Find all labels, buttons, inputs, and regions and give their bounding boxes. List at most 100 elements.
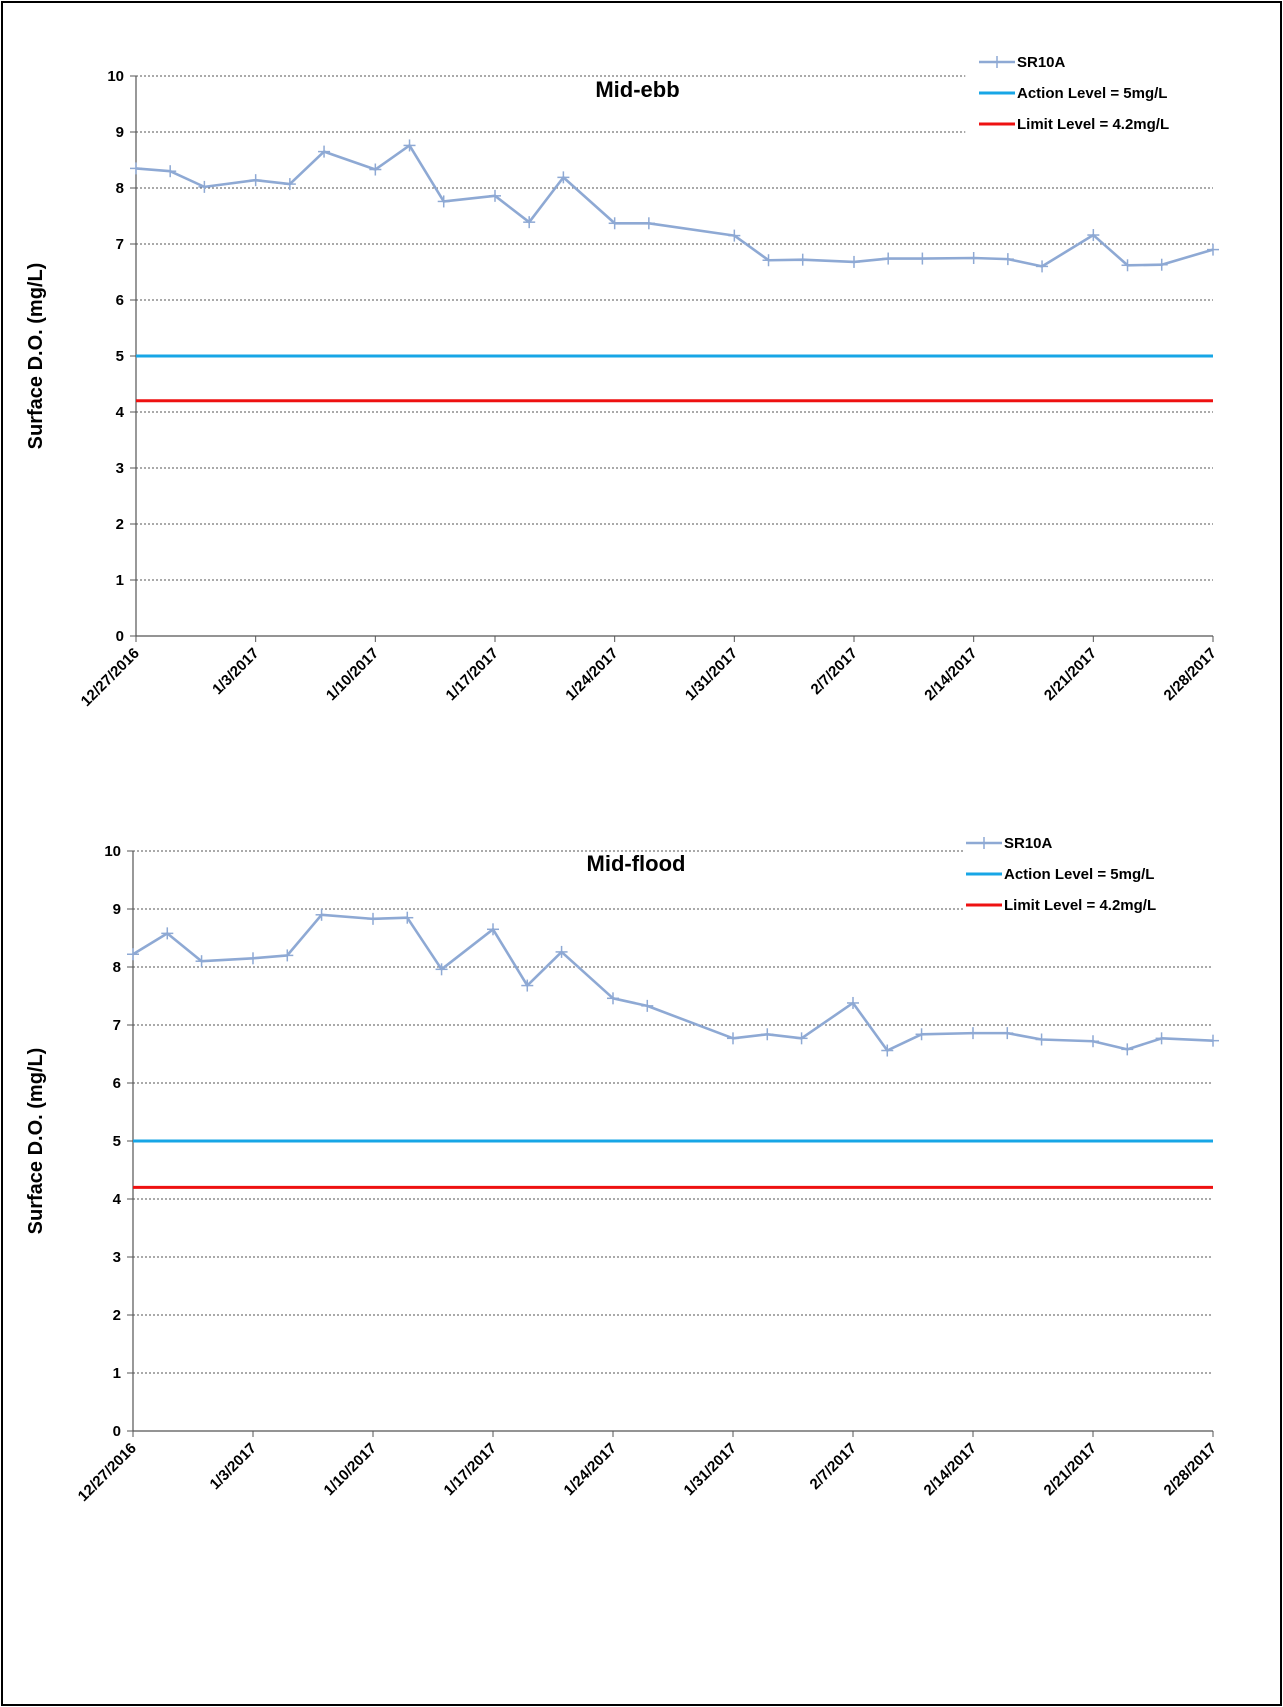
y-tick-label: 5 [113,1133,121,1150]
data-point [1207,243,1219,256]
y-tick-label: 4 [116,404,125,421]
data-point [1036,260,1049,273]
legend-label: SR10A [1004,835,1053,852]
data-point [967,252,980,264]
data-point [367,912,379,925]
y-tick-label: 9 [116,124,124,141]
y-tick-label: 0 [116,628,124,645]
x-tick-label: 1/3/2017 [207,1440,260,1493]
legend: SR10A Action Level = 5mg/L Limit Level = 4… [966,835,1156,914]
data-point [198,180,211,193]
data-point [728,229,741,242]
x-tick-label: 1/10/2017 [321,1440,380,1499]
data-point [1121,259,1134,272]
data-point [1087,1035,1099,1048]
x-tick-label: 2/21/2017 [1041,1440,1100,1499]
data-point [318,145,331,158]
data-point [161,927,174,940]
y-tick-label: 2 [116,516,124,533]
data-point [967,1027,979,1040]
y-tick-label: 1 [113,1365,121,1382]
data-point [435,963,448,976]
data-point [882,252,895,265]
data-point [195,955,208,968]
data-point [127,948,139,961]
data-point [727,1032,739,1045]
y-tick-label: 8 [116,180,124,197]
data-point [795,1032,808,1045]
x-tick-label: 2/14/2017 [921,1440,980,1499]
y-tick-label: 0 [113,1423,121,1440]
data-point [369,163,382,176]
data-point [1155,258,1168,271]
data-point [315,908,328,921]
data-point [641,999,654,1012]
data-point [1087,229,1100,242]
y-tick-label: 8 [113,959,121,976]
y-tick-label: 6 [116,292,124,309]
series-line [135,144,1214,268]
data-point [642,217,655,230]
y-tick-label: 2 [113,1307,121,1324]
y-tick-label: 5 [116,348,124,365]
data-point [283,178,296,191]
chart-title: Mid-flood [587,851,686,876]
series-line [132,913,1214,1052]
y-tick-label: 9 [113,901,121,918]
x-tick-label: 2/7/2017 [808,645,861,698]
data-point [1121,1043,1134,1056]
data-point [607,992,619,1005]
y-tick-label: 7 [113,1017,121,1034]
y-tick-label: 10 [107,68,124,85]
data-point [848,255,860,268]
data-point [401,911,414,924]
data-point [489,189,501,202]
y-tick-label: 10 [104,843,121,860]
legend-label: Action Level = 5mg/L [1017,85,1167,102]
data-point [1207,1034,1219,1047]
legend-label: Limit Level = 4.2mg/L [1017,116,1169,133]
data-point [1155,1032,1168,1045]
data-point [247,952,259,965]
y-tick-label: 1 [116,572,124,589]
data-point [523,216,536,229]
data-point [881,1044,894,1057]
x-tick-label: 1/3/2017 [209,645,262,698]
x-tick-label: 2/21/2017 [1041,645,1100,704]
y-tick-label: 3 [113,1249,121,1266]
data-point [608,217,621,230]
legend-label: SR10A [1017,54,1066,71]
x-tick-label: 12/27/2016 [78,645,143,710]
x-tick-label: 2/14/2017 [921,645,980,704]
x-tick-label: 1/31/2017 [682,645,741,704]
data-point [557,171,570,184]
data-point [164,165,177,178]
x-tick-label: 1/24/2017 [561,1440,620,1499]
legend-label: Limit Level = 4.2mg/L [1004,897,1156,914]
data-point [555,945,568,958]
chart-1: 0 1 2 3 4 5 6 7 8 9 10 12/27/2016 1/3/2017 1/10/2017 1… [25,54,1220,710]
data-point [281,949,294,962]
data-point [437,195,450,208]
chart-title: Mid-ebb [595,77,679,102]
data-point [130,162,142,175]
x-tick-label: 12/27/2016 [75,1440,140,1505]
data-point [915,1028,928,1041]
data-point [1001,253,1014,266]
x-tick-label: 2/7/2017 [807,1440,860,1493]
y-tick-label: 6 [113,1075,121,1092]
chart-2: 0 1 2 3 4 5 6 7 8 9 10 12/27/2016 1/3/2017 1/10/2017 1… [25,835,1220,1505]
x-tick-label: 1/24/2017 [562,645,621,704]
data-point [916,252,929,265]
x-tick-label: 1/31/2017 [681,1440,740,1499]
x-tick-label: 2/28/2017 [1161,645,1220,704]
y-tick-label: 3 [116,460,124,477]
x-tick-label: 2/28/2017 [1161,1440,1220,1499]
x-tick-label: 1/17/2017 [441,1440,500,1499]
legend-label: Action Level = 5mg/L [1004,866,1154,883]
y-tick-label: 4 [113,1191,122,1208]
x-tick-label: 1/17/2017 [443,645,502,704]
data-point [762,254,775,267]
